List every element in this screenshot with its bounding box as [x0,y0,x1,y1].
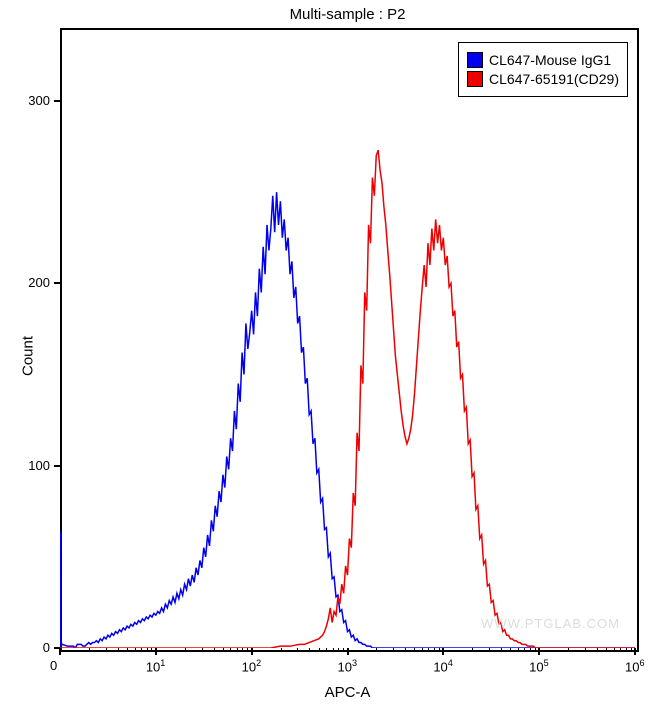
x-minor-tick [597,648,598,652]
x-minor-tick [89,648,90,652]
x-minor-tick [510,648,511,652]
x-axis-label: APC-A [60,684,635,701]
x-minor-tick [568,648,569,652]
y-tick [54,465,60,467]
x-tick-label: 101 [146,658,166,674]
x-tick-label: 104 [433,658,453,674]
y-tick-label: 200 [28,275,50,290]
x-minor-tick [606,648,607,652]
x-minor-tick [297,648,298,652]
x-tick [347,648,349,655]
x-minor-tick [333,648,334,652]
x-minor-tick [614,648,615,652]
flow-cytometry-chart: Multi-sample : P2 CL647-Mouse IgG1CL647-… [0,0,650,711]
y-tick-label: 0 [43,640,50,655]
x-minor-tick [237,648,238,652]
x-minor-tick [530,648,531,652]
x-minor-tick [343,648,344,652]
x-tick [59,648,61,655]
legend: CL647-Mouse IgG1 CL647-65191(CD29) [458,42,628,97]
y-axis-label: Count [20,335,37,375]
x-minor-tick [319,648,320,652]
x-minor-tick [135,648,136,652]
x-minor-tick [141,648,142,652]
x-minor-tick [214,648,215,652]
x-minor-tick [309,648,310,652]
x-minor-tick [151,648,152,652]
x-minor-tick [626,648,627,652]
x-minor-tick [202,648,203,652]
x-tick-label: 103 [338,658,358,674]
x-tick [251,648,253,655]
x-minor-tick [326,648,327,652]
x-minor-tick [501,648,502,652]
x-minor-tick [585,648,586,652]
x-minor-tick [185,648,186,652]
chart-title: Multi-sample : P2 [60,6,635,23]
x-minor-tick [242,648,243,652]
plot-area [60,28,639,652]
x-minor-tick [405,648,406,652]
x-minor-tick [147,648,148,652]
x-minor-tick [106,648,107,652]
x-minor-tick [535,648,536,652]
x-tick [538,648,540,655]
x-minor-tick [434,648,435,652]
legend-item: CL647-65191(CD29) [467,71,619,87]
y-tick-label: 300 [28,93,50,108]
legend-item: CL647-Mouse IgG1 [467,52,619,68]
x-minor-tick [422,648,423,652]
watermark: WWW.PTGLAB.COM [481,616,620,631]
x-minor-tick [439,648,440,652]
x-minor-tick [524,648,525,652]
legend-label: CL647-Mouse IgG1 [489,52,611,68]
y-tick-label: 100 [28,458,50,473]
x-minor-tick [472,648,473,652]
x-minor-tick [247,648,248,652]
legend-swatch [467,52,483,68]
x-minor-tick [489,648,490,652]
x-tick [634,648,636,655]
x-minor-tick [376,648,377,652]
x-minor-tick [338,648,339,652]
x-tick-label: 106 [625,658,645,674]
x-minor-tick [414,648,415,652]
x-tick [155,648,157,655]
x-minor-tick [127,648,128,652]
x-tick [442,648,444,655]
x-minor-tick [393,648,394,652]
x-tick-label: 105 [529,658,549,674]
legend-label: CL647-65191(CD29) [489,71,619,87]
x-minor-tick [518,648,519,652]
x-minor-tick [223,648,224,652]
x-minor-tick [620,648,621,652]
x-minor-tick [281,648,282,652]
x-tick-label: 102 [242,658,262,674]
y-tick [54,282,60,284]
x-tick-label: 0 [50,658,57,673]
x-minor-tick [428,648,429,652]
x-minor-tick [631,648,632,652]
x-minor-tick [118,648,119,652]
legend-swatch [467,71,483,87]
y-tick [54,100,60,102]
x-minor-tick [230,648,231,652]
